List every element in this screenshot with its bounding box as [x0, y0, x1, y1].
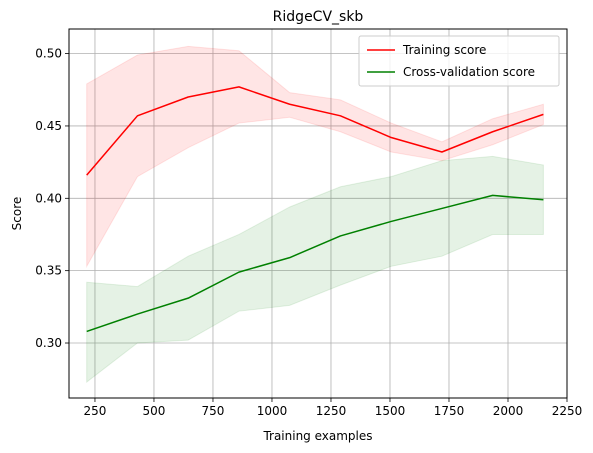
y-tick-label: 0.30	[35, 336, 62, 350]
plot-area-frame	[68, 28, 568, 399]
x-tick-label: 1750	[434, 404, 465, 418]
y-tick-label: 0.35	[35, 264, 62, 278]
x-tick-label: 250	[84, 404, 107, 418]
x-tick-label: 2000	[493, 404, 524, 418]
x-axis-label: Training examples	[262, 429, 372, 443]
legend-label-cross-validation: Cross-validation score	[403, 65, 535, 79]
legend-label-training: Training score	[402, 43, 486, 57]
training-score-line	[86, 86, 544, 176]
x-tick-label: 500	[143, 404, 166, 418]
y-tick-label: 0.40	[35, 191, 62, 205]
x-tick-label: 1500	[375, 404, 406, 418]
x-tick-label: 2250	[552, 404, 583, 418]
y-axis-label: Score	[10, 197, 24, 231]
y-tick-label: 0.50	[35, 47, 62, 61]
cross-validation-score-band	[86, 155, 544, 384]
x-tick-label: 750	[202, 404, 225, 418]
x-tick-label: 1250	[316, 404, 347, 418]
series-lines	[86, 86, 544, 333]
x-tick-label: 1000	[257, 404, 288, 418]
chart-title: RidgeCV_skb	[273, 9, 364, 25]
cross-validation-score-line	[86, 194, 544, 333]
legend-box	[358, 35, 560, 87]
legend: Training score Cross-validation score	[358, 35, 560, 87]
y-tick-label: 0.45	[35, 119, 62, 133]
confidence-bands	[86, 45, 544, 384]
axis-ticks: 250 500 750 1000 1250 1500 1750 2000 2250 0.30 0.3…	[35, 47, 582, 418]
training-score-band	[86, 45, 544, 269]
